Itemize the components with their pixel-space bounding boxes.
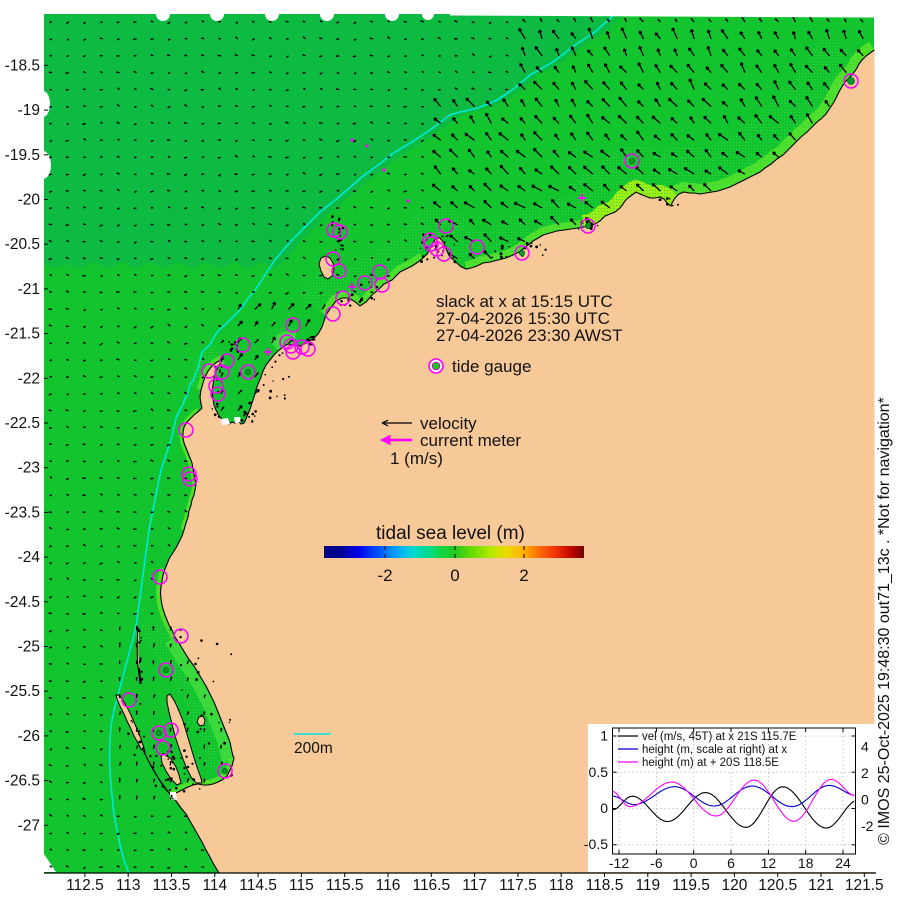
svg-text:121: 121 xyxy=(808,877,834,894)
svg-text:-19: -19 xyxy=(18,102,40,119)
svg-text:120.5: 120.5 xyxy=(758,877,797,894)
svg-text:114: 114 xyxy=(202,877,227,894)
svg-text:121.5: 121.5 xyxy=(845,877,884,894)
svg-text:-20: -20 xyxy=(18,192,41,209)
svg-text:velocity: velocity xyxy=(420,414,477,433)
svg-text:116: 116 xyxy=(376,877,401,894)
svg-text:-19.5: -19.5 xyxy=(5,147,40,164)
svg-text:12: 12 xyxy=(761,855,777,871)
svg-text:117.5: 117.5 xyxy=(499,877,537,894)
svg-text:112.5: 112.5 xyxy=(66,877,104,894)
svg-text:-26: -26 xyxy=(18,728,40,745)
svg-text:height (m, scale at right) at: height (m, scale at right) at x xyxy=(642,744,787,756)
svg-text:-27: -27 xyxy=(18,817,40,834)
svg-text:-6: -6 xyxy=(650,855,663,871)
svg-text:1 (m/s): 1 (m/s) xyxy=(390,449,443,468)
svg-text:0.5: 0.5 xyxy=(589,764,609,780)
svg-text:0: 0 xyxy=(690,855,698,871)
svg-text:-23: -23 xyxy=(18,460,40,477)
svg-text:6: 6 xyxy=(727,855,735,871)
svg-text:-21.5: -21.5 xyxy=(5,326,40,343)
svg-text:118.5: 118.5 xyxy=(586,877,624,894)
svg-text:24: 24 xyxy=(835,855,851,871)
svg-text:27-04-2026 15:30 UTC: 27-04-2026 15:30 UTC xyxy=(436,309,610,328)
svg-text:18: 18 xyxy=(798,855,814,871)
svg-text:current meter: current meter xyxy=(420,431,521,450)
svg-text:120: 120 xyxy=(721,877,747,894)
svg-text:-20.5: -20.5 xyxy=(5,236,40,253)
svg-text:119.5: 119.5 xyxy=(672,877,710,894)
svg-text:2: 2 xyxy=(861,765,869,781)
svg-text:2: 2 xyxy=(519,566,528,585)
svg-text:-2: -2 xyxy=(377,566,392,585)
svg-text:-25.5: -25.5 xyxy=(5,683,40,700)
svg-text:slack at x at 15:15 UTC: slack at x at 15:15 UTC xyxy=(436,292,613,311)
svg-text:118: 118 xyxy=(549,877,574,894)
svg-text:200m: 200m xyxy=(294,740,333,757)
svg-text:height (m) at + 20S 118.5E: height (m) at + 20S 118.5E xyxy=(642,757,779,769)
svg-text:4: 4 xyxy=(861,738,869,754)
svg-text:-0.5: -0.5 xyxy=(584,836,608,852)
svg-text:27-04-2026 23:30 AWST: 27-04-2026 23:30 AWST xyxy=(436,326,623,345)
svg-text:-23.5: -23.5 xyxy=(5,504,40,521)
svg-text:-25: -25 xyxy=(18,639,40,656)
svg-text:-21: -21 xyxy=(18,281,40,298)
svg-text:119: 119 xyxy=(635,877,660,894)
svg-text:115: 115 xyxy=(289,877,314,894)
svg-text:-18.5: -18.5 xyxy=(5,57,40,74)
svg-text:tidal sea level (m): tidal sea level (m) xyxy=(376,523,525,544)
svg-text:-22.5: -22.5 xyxy=(5,415,40,432)
svg-text:0: 0 xyxy=(450,566,459,585)
svg-text:tide gauge: tide gauge xyxy=(452,357,531,376)
svg-text:-12: -12 xyxy=(609,855,629,871)
svg-text:113: 113 xyxy=(116,877,141,894)
svg-text:1: 1 xyxy=(600,728,608,744)
svg-text:0: 0 xyxy=(861,792,869,808)
svg-text:116.5: 116.5 xyxy=(412,877,450,894)
svg-text:-24: -24 xyxy=(18,549,41,566)
svg-text:115.5: 115.5 xyxy=(326,877,364,894)
svg-text:-24.5: -24.5 xyxy=(5,594,40,611)
svg-text:-2: -2 xyxy=(861,818,874,834)
svg-text:-22: -22 xyxy=(18,370,40,387)
svg-text:114.5: 114.5 xyxy=(239,877,277,894)
svg-text:117: 117 xyxy=(462,877,487,894)
svg-text:0: 0 xyxy=(600,800,608,816)
svg-text:113.5: 113.5 xyxy=(153,877,191,894)
svg-text:-26.5: -26.5 xyxy=(5,773,40,790)
svg-text:© IMOS 25-Oct-2025 19:48:30 ou: © IMOS 25-Oct-2025 19:48:30 out71_13c . … xyxy=(876,397,893,845)
svg-text:vel (m/s, 45T) at x 21S 115.7E: vel (m/s, 45T) at x 21S 115.7E xyxy=(642,731,797,743)
